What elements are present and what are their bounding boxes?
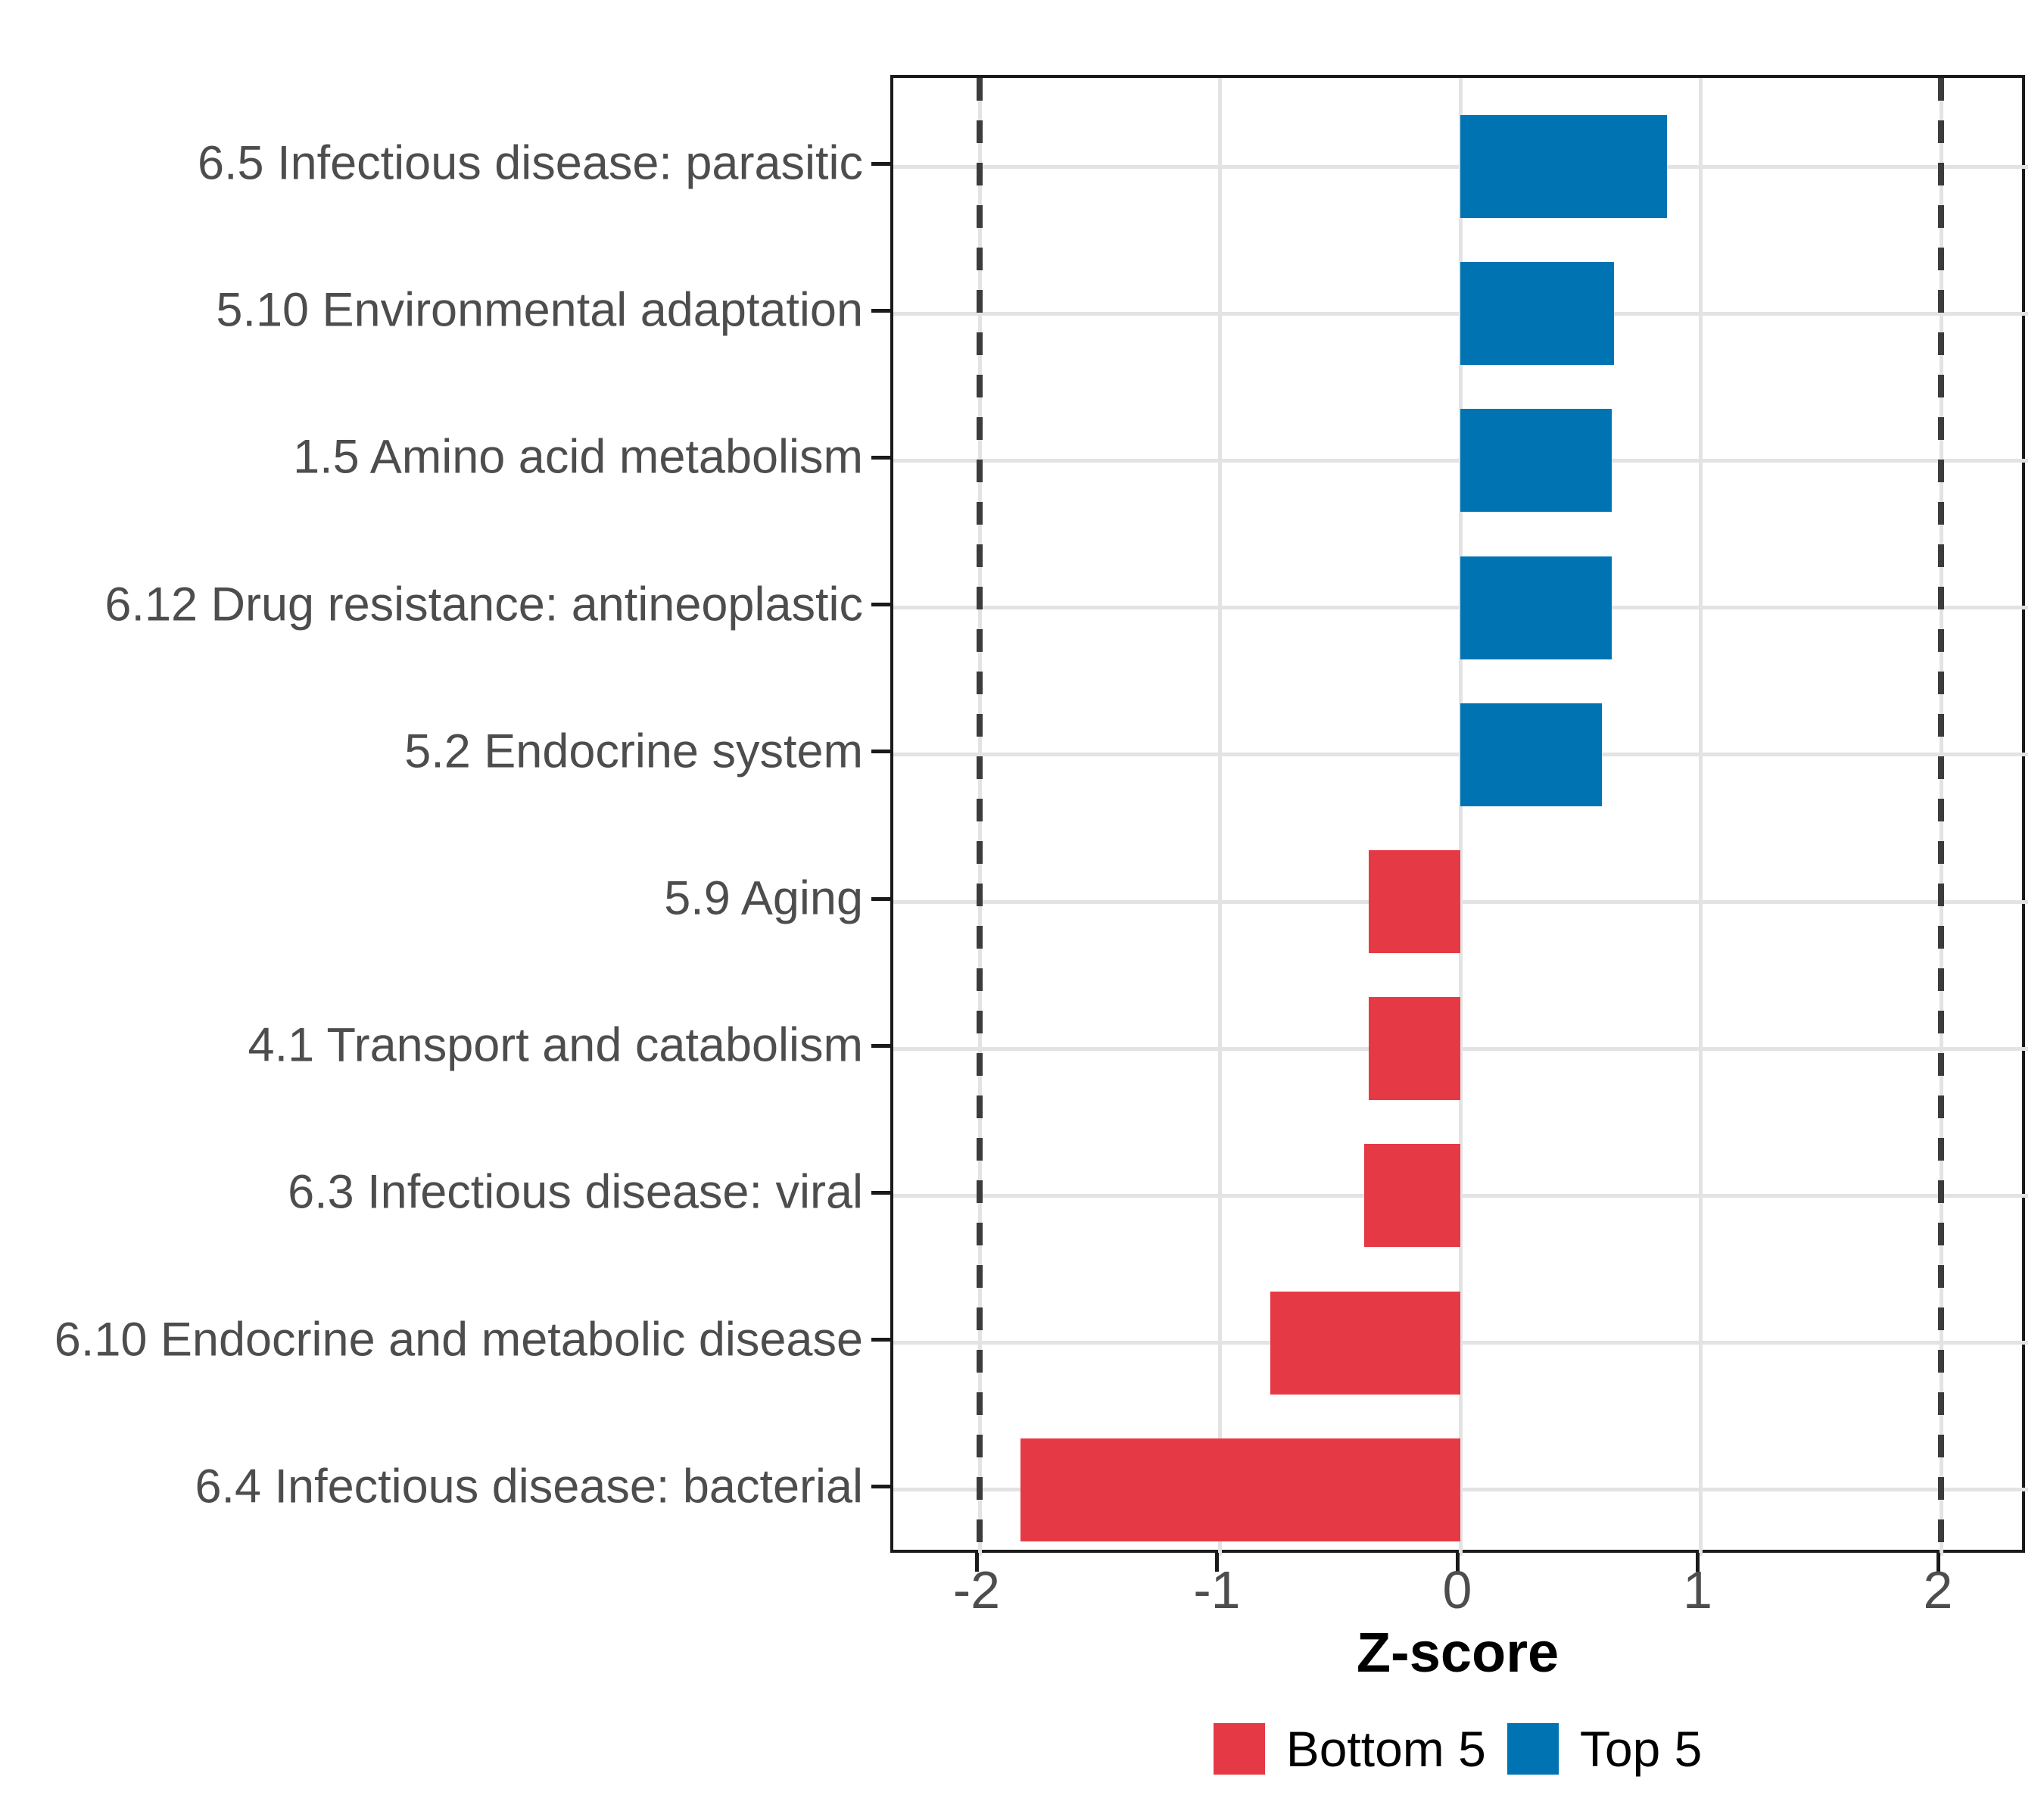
x-tick-label: 2 (1923, 1560, 1953, 1619)
y-gridline (893, 1341, 2028, 1345)
y-axis-tick (871, 896, 890, 901)
legend-swatch (1507, 1723, 1559, 1775)
y-axis-tick (871, 1338, 890, 1342)
category-label: 1.5 Amino acid metabolism (293, 430, 863, 484)
x-gridline (1699, 78, 1703, 1556)
legend-label: Top 5 (1579, 1721, 1703, 1777)
y-gridline (893, 899, 2028, 904)
y-axis-tick (871, 1190, 890, 1195)
x-tick-label: -1 (1193, 1560, 1241, 1619)
category-label: 6.10 Endocrine and metabolic disease (54, 1313, 863, 1367)
y-axis-tick (871, 603, 890, 607)
bar (1270, 1291, 1460, 1395)
bar (1460, 262, 1615, 366)
plot-panel (890, 75, 2028, 1556)
bar (1364, 1144, 1460, 1248)
y-axis-tick (871, 308, 890, 313)
reference-line-dashed (977, 78, 983, 1556)
y-axis-tick (871, 161, 890, 166)
x-axis-tick (1455, 1553, 1460, 1572)
x-axis-tick (1696, 1553, 1700, 1572)
x-axis-tick (974, 1553, 979, 1572)
y-axis-tick (871, 750, 890, 754)
x-gridline (1458, 78, 1463, 1556)
x-axis-title: Z-score (1356, 1621, 1559, 1684)
legend-item: Bottom 5 (1213, 1720, 1486, 1778)
category-label: 5.10 Environmental adaptation (216, 283, 863, 337)
x-tick-label: 0 (1442, 1560, 1472, 1619)
x-axis-tick (1215, 1553, 1219, 1572)
y-axis-tick (871, 455, 890, 460)
reference-line-dashed (1938, 78, 1944, 1556)
category-label: 6.3 Infectious disease: viral (288, 1165, 863, 1219)
x-tick-label: 1 (1683, 1560, 1712, 1619)
legend-swatch (1213, 1723, 1265, 1775)
category-label: 6.12 Drug resistance: antineoplastic (104, 578, 863, 631)
category-label: 4.1 Transport and catabolism (248, 1018, 863, 1072)
legend-label: Bottom 5 (1285, 1721, 1486, 1777)
x-axis-tick (1936, 1553, 1940, 1572)
bar (1369, 997, 1460, 1101)
bar (1460, 703, 1603, 806)
category-label: 6.5 Infectious disease: parasitic (198, 136, 863, 190)
y-gridline (893, 1046, 2028, 1051)
bar (1460, 409, 1612, 513)
y-gridline (893, 1193, 2028, 1198)
bar (1020, 1438, 1460, 1541)
y-axis-tick (871, 1043, 890, 1048)
category-label: 5.9 Aging (664, 871, 863, 925)
chart-legend: Bottom 5 Top 5 (890, 1720, 2025, 1778)
x-gridline (1218, 78, 1222, 1556)
bar (1460, 556, 1612, 659)
bar (1369, 850, 1460, 953)
bar (1460, 115, 1668, 218)
legend-item: Top 5 (1507, 1720, 1702, 1778)
category-label: 6.4 Infectious disease: bacterial (195, 1460, 863, 1513)
category-label: 5.2 Endocrine system (404, 725, 863, 778)
y-axis-tick (871, 1485, 890, 1489)
y-gridline (893, 1488, 2028, 1492)
x-tick-label: -2 (952, 1560, 1001, 1619)
